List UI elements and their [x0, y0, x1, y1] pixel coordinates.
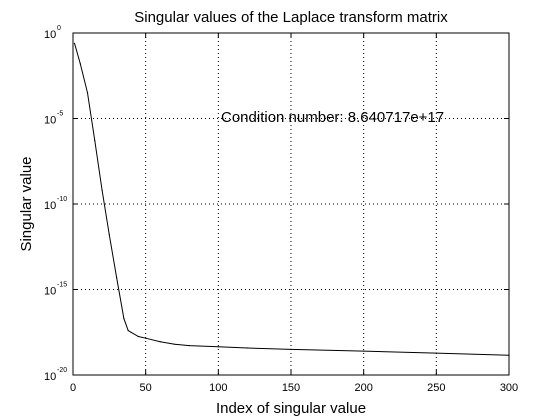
x-axis-label: Index of singular value [216, 400, 366, 417]
data-point [123, 318, 125, 320]
grid [73, 33, 509, 375]
data-point [246, 347, 248, 349]
y-tick-label: 100 [44, 25, 61, 41]
y-tick-base: 10 [44, 200, 56, 212]
data-point [290, 348, 292, 350]
y-tick-base: 10 [44, 29, 56, 41]
data-point [159, 341, 161, 343]
y-tick-base: 10 [44, 115, 56, 127]
x-tick-label: 50 [140, 382, 152, 394]
data-point [363, 350, 365, 352]
y-tick-exponent: 0 [57, 25, 61, 32]
y-axis-label: Singular value [18, 156, 35, 251]
data-point [116, 276, 118, 279]
x-tick-label: 150 [282, 382, 300, 394]
chart-title: Singular values of the Laplace transform… [134, 9, 448, 26]
data-point [108, 234, 110, 236]
data-point [174, 343, 176, 345]
y-tick-exponent: -15 [57, 282, 67, 289]
y-tick-exponent: -5 [57, 111, 63, 118]
y-tick-label: 10-10 [44, 196, 67, 212]
data-point [101, 189, 103, 191]
data-point [435, 352, 437, 354]
x-tick-label: 300 [500, 382, 518, 394]
series-group [73, 42, 510, 356]
data-point [145, 337, 147, 339]
data-point [86, 92, 89, 94]
y-tick-label: 10-15 [44, 282, 67, 298]
x-tick-label: 100 [209, 382, 227, 394]
data-point [127, 329, 129, 332]
x-tick-label: 200 [354, 382, 372, 394]
y-tick-label: 10-20 [44, 367, 67, 383]
data-point [217, 346, 219, 348]
data-point [137, 335, 139, 338]
y-tick-base: 10 [44, 371, 56, 383]
x-tick-label: 250 [427, 382, 445, 394]
data-point [79, 63, 81, 65]
data-point [188, 345, 190, 347]
y-tick-exponent: -20 [57, 367, 67, 374]
data-point [94, 140, 96, 142]
data-point [508, 354, 510, 356]
data-point [130, 331, 132, 333]
condition-number-annotation: Condition number: 8.640717e+17 [221, 109, 444, 126]
x-tick-label: 0 [70, 382, 76, 394]
y-tick-base: 10 [44, 286, 56, 298]
data-point [73, 42, 76, 44]
y-tick-exponent: -10 [57, 196, 67, 203]
y-tick-label: 10-5 [44, 111, 63, 127]
